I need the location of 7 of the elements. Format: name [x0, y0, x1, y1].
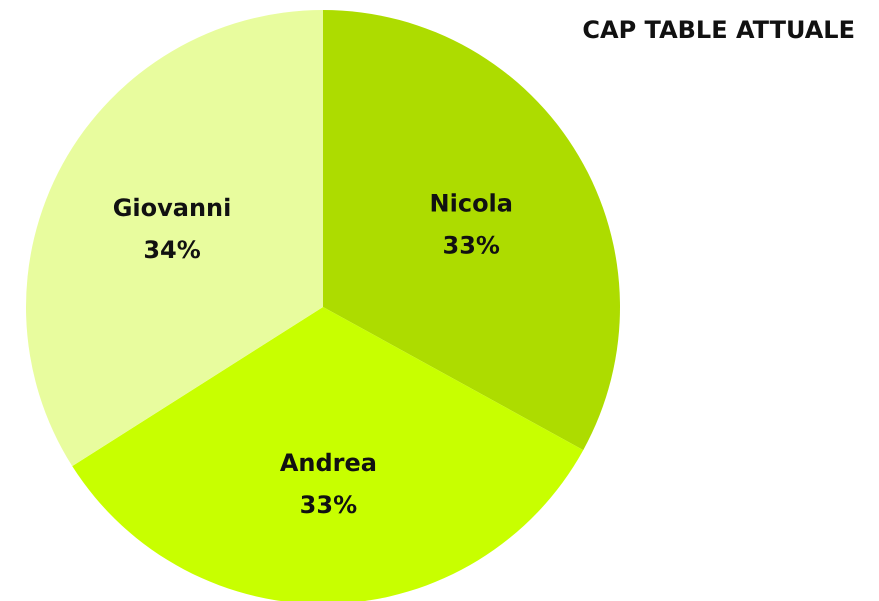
data-label: 33% — [300, 491, 358, 520]
data-label: 34% — [143, 236, 201, 264]
slice-label: Andrea — [280, 449, 377, 478]
text: CAP TABLE ATTUALE — [582, 16, 855, 44]
slice-label: Nicola — [430, 189, 513, 218]
data-label: 33% — [442, 231, 500, 260]
slice-label: Giovanni — [112, 194, 232, 222]
